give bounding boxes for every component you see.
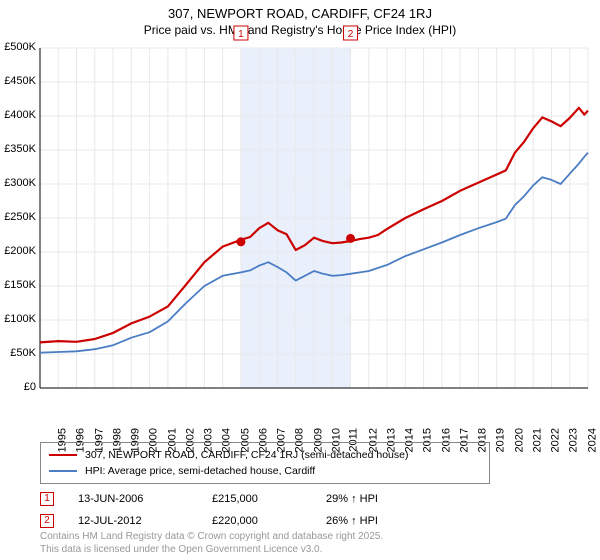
footer-line-2: This data is licensed under the Open Gov… [40, 543, 383, 556]
svg-text:1: 1 [238, 29, 244, 40]
sale-marker: 2 [40, 514, 54, 528]
x-tick-label: 2021 [531, 428, 543, 452]
y-tick-label: £100K [0, 313, 36, 325]
y-tick-label: £500K [0, 41, 36, 53]
sale-price: £215,000 [212, 493, 302, 505]
legend-swatch-blue [49, 470, 77, 472]
x-tick-label: 2024 [586, 428, 598, 452]
page-subtitle: Price paid vs. HM Land Registry's House … [0, 23, 600, 37]
legend-label-red: 307, NEWPORT ROAD, CARDIFF, CF24 1RJ (se… [85, 447, 408, 463]
x-tick-label: 2022 [550, 428, 562, 452]
footer-line-1: Contains HM Land Registry data © Crown c… [40, 530, 383, 543]
y-tick-label: £300K [0, 177, 36, 189]
y-tick-label: £150K [0, 279, 36, 291]
y-tick-label: £0 [0, 381, 36, 393]
y-tick-label: £200K [0, 245, 36, 257]
y-tick-label: £250K [0, 211, 36, 223]
y-tick-label: £400K [0, 109, 36, 121]
x-tick-label: 2023 [568, 428, 580, 452]
x-tick-label: 2019 [495, 428, 507, 452]
sale-vs-hpi: 29% ↑ HPI [326, 493, 378, 505]
sale-date: 12-JUL-2012 [78, 515, 188, 527]
legend-row-property: 307, NEWPORT ROAD, CARDIFF, CF24 1RJ (se… [49, 447, 481, 463]
legend-swatch-red [49, 454, 77, 456]
x-axis-labels: 1995199619971998199920002001200220032004… [40, 390, 588, 440]
sale-price: £220,000 [212, 515, 302, 527]
y-tick-label: £50K [0, 347, 36, 359]
price-chart: 12 [40, 48, 588, 388]
sale-row: 2 12-JUL-2012 £220,000 26% ↑ HPI [40, 510, 378, 532]
sales-table: 1 13-JUN-2006 £215,000 29% ↑ HPI 2 12-JUL-201… [40, 488, 378, 532]
footer-attribution: Contains HM Land Registry data © Crown c… [40, 530, 383, 556]
sale-marker: 1 [40, 492, 54, 506]
legend-row-hpi: HPI: Average price, semi-detached house,… [49, 463, 481, 479]
page-title: 307, NEWPORT ROAD, CARDIFF, CF24 1RJ [0, 6, 600, 21]
x-tick-label: 2020 [513, 428, 525, 452]
svg-text:2: 2 [348, 29, 354, 40]
legend: 307, NEWPORT ROAD, CARDIFF, CF24 1RJ (se… [40, 442, 490, 484]
sale-vs-hpi: 26% ↑ HPI [326, 515, 378, 527]
y-tick-label: £350K [0, 143, 36, 155]
sale-date: 13-JUN-2006 [78, 493, 188, 505]
legend-label-blue: HPI: Average price, semi-detached house,… [85, 463, 315, 479]
sale-row: 1 13-JUN-2006 £215,000 29% ↑ HPI [40, 488, 378, 510]
y-tick-label: £450K [0, 75, 36, 87]
